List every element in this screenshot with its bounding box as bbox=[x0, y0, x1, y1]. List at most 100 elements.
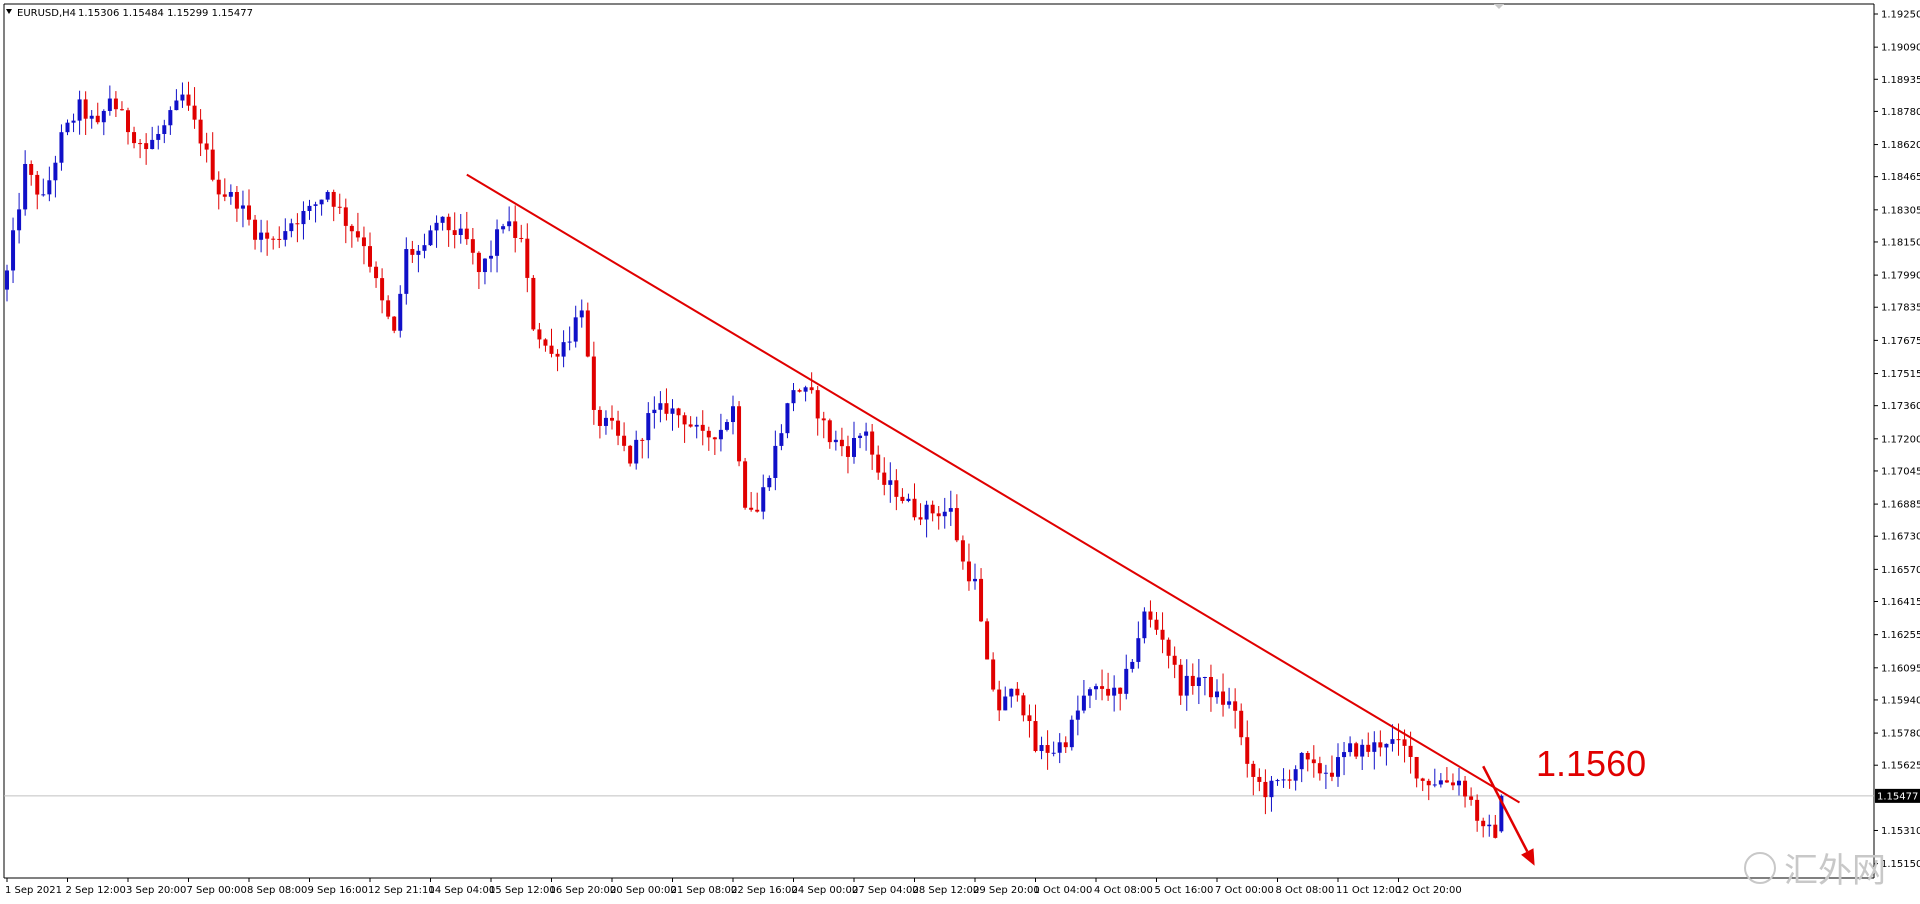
candle-body bbox=[458, 228, 463, 235]
candle-body bbox=[374, 266, 379, 279]
candle-body bbox=[1221, 691, 1226, 705]
candle-body bbox=[1202, 676, 1207, 678]
chart-header: EURUSD,H4 1.15306 1.15484 1.15299 1.1547… bbox=[6, 8, 253, 19]
candle-body bbox=[839, 439, 844, 447]
candle-body bbox=[1481, 820, 1486, 827]
time-tick-label: 12 Sep 21:10 bbox=[368, 885, 435, 896]
candle-body bbox=[83, 99, 88, 119]
candle-body bbox=[434, 222, 439, 231]
candle-body bbox=[228, 192, 233, 197]
price-tick-label: 1.17045 bbox=[1881, 466, 1920, 477]
candle-body bbox=[313, 204, 318, 206]
candle-body bbox=[646, 413, 651, 441]
candle-body bbox=[670, 408, 675, 414]
candle-body bbox=[791, 390, 796, 404]
candle-body bbox=[1112, 687, 1117, 696]
candle-body bbox=[392, 316, 397, 331]
candle-body bbox=[743, 461, 748, 508]
candle-body bbox=[700, 424, 705, 431]
candle-body bbox=[507, 221, 512, 227]
candle-body bbox=[1094, 686, 1098, 690]
candle-body bbox=[482, 258, 487, 273]
price-axis[interactable]: 1.19250 1.19090 1.18935 1.18780 1.18620 1.184… bbox=[1874, 10, 1920, 871]
candle-body bbox=[307, 205, 312, 211]
candle-body bbox=[95, 115, 100, 123]
current-price-label: 1.15477 bbox=[1877, 791, 1918, 802]
candle-body bbox=[1281, 779, 1286, 781]
candle-body bbox=[712, 437, 717, 440]
scroll-marker-icon[interactable] bbox=[1494, 4, 1504, 9]
candle-body bbox=[966, 561, 971, 582]
candles-layer bbox=[5, 81, 1504, 839]
candle-body bbox=[1045, 745, 1050, 753]
candle-body bbox=[501, 226, 506, 230]
candle-body bbox=[325, 191, 330, 200]
price-tick-label: 1.17515 bbox=[1881, 369, 1920, 380]
price-tick-label: 1.15780 bbox=[1881, 729, 1920, 740]
candle-body bbox=[138, 143, 143, 145]
candle-body bbox=[1469, 796, 1474, 800]
candle-body bbox=[682, 415, 687, 425]
candle-body bbox=[555, 353, 560, 357]
candle-body bbox=[1087, 689, 1092, 696]
candle-body bbox=[845, 446, 850, 457]
candle-body bbox=[1257, 776, 1262, 782]
candle-body bbox=[1269, 780, 1274, 798]
candle-body bbox=[1402, 739, 1407, 746]
candle-body bbox=[331, 191, 336, 207]
watermark-text: 汇外网 bbox=[1784, 851, 1886, 891]
candle-body bbox=[210, 149, 215, 180]
candle-body bbox=[1184, 675, 1189, 696]
candle-body bbox=[23, 163, 28, 210]
trendline[interactable] bbox=[466, 173, 1521, 804]
candle-body bbox=[1305, 752, 1310, 760]
candle-body bbox=[101, 110, 106, 123]
candle-body bbox=[1323, 772, 1328, 774]
candle-body bbox=[876, 454, 881, 473]
candle-body bbox=[380, 278, 385, 301]
candle-body bbox=[1438, 780, 1443, 785]
candle-body bbox=[216, 179, 221, 195]
candle-body bbox=[156, 133, 161, 140]
candle-body bbox=[35, 174, 40, 195]
candle-body bbox=[912, 498, 917, 518]
price-tick-label: 1.17835 bbox=[1881, 303, 1920, 314]
candle-body bbox=[59, 132, 64, 163]
candle-body bbox=[71, 120, 76, 123]
time-tick-label: 29 Sep 20:00 bbox=[973, 885, 1040, 896]
time-axis[interactable]: 1 Sep 2021 2 Sep 12:00 3 Sep 20:00 7 Sep 00… bbox=[5, 878, 1462, 896]
candle-body bbox=[1354, 743, 1359, 757]
time-tick-label: 7 Sep 00:00 bbox=[187, 885, 247, 896]
candle-body bbox=[658, 403, 663, 410]
candle-body bbox=[29, 163, 34, 175]
candle-body bbox=[779, 433, 784, 446]
candle-body bbox=[5, 270, 9, 290]
candle-body bbox=[1360, 744, 1365, 757]
candle-body bbox=[386, 300, 391, 317]
time-tick-label: 3 Sep 20:00 bbox=[126, 885, 186, 896]
candle-body bbox=[404, 249, 409, 294]
candle-body bbox=[495, 229, 500, 256]
candle-body bbox=[997, 689, 1002, 711]
candle-body bbox=[706, 430, 711, 438]
time-tick-label: 14 Sep 04:00 bbox=[429, 885, 496, 896]
candle-body bbox=[337, 206, 342, 208]
candle-body bbox=[531, 277, 536, 330]
candle-body bbox=[1342, 752, 1347, 758]
candle-body bbox=[1057, 742, 1062, 753]
candle-body bbox=[1118, 687, 1123, 694]
candle-body bbox=[616, 420, 621, 436]
candle-body bbox=[1287, 779, 1292, 781]
candle-body bbox=[1148, 611, 1153, 620]
time-tick-label: 28 Sep 12:00 bbox=[913, 885, 980, 896]
watermark-logo-icon bbox=[1744, 852, 1776, 884]
candle-body bbox=[464, 228, 469, 240]
time-tick-label: 20 Sep 00:00 bbox=[610, 885, 677, 896]
candle-body bbox=[168, 110, 173, 126]
candle-body bbox=[585, 310, 590, 357]
candle-body bbox=[452, 230, 457, 235]
time-tick-label: 15 Sep 12:00 bbox=[489, 885, 556, 896]
triangle-down-icon[interactable] bbox=[6, 9, 12, 14]
